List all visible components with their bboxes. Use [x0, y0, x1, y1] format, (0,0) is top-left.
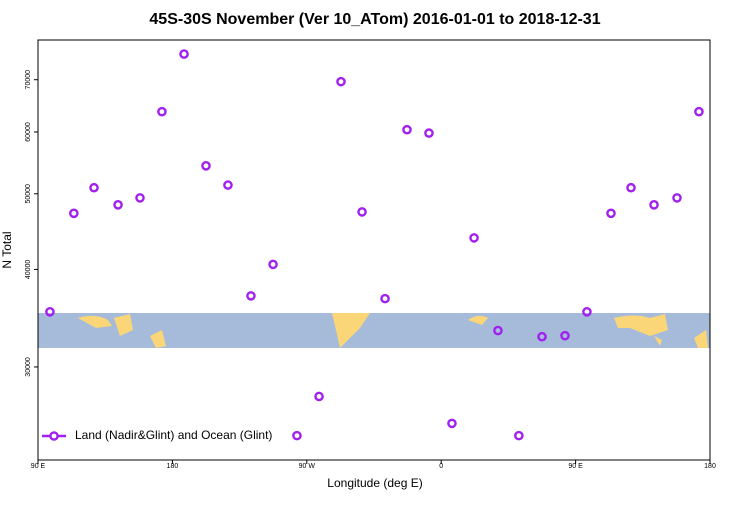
x-axis-label: Longitude (deg E) [327, 476, 422, 490]
point [157, 106, 167, 117]
point [380, 293, 390, 304]
map-strip [38, 313, 710, 348]
point [514, 430, 524, 441]
point [493, 325, 503, 336]
point [560, 330, 570, 341]
point [357, 207, 367, 217]
point [113, 200, 123, 210]
point [626, 182, 636, 193]
y-tick-label: 40000 [25, 260, 32, 280]
point [424, 128, 434, 138]
y-tick-label: 50000 [25, 184, 32, 204]
point [469, 233, 479, 243]
point [201, 161, 211, 171]
y-tick-label: 30000 [25, 357, 32, 377]
point [447, 418, 457, 429]
x-tick-label: 0 [439, 463, 443, 470]
plot-frame [37, 39, 711, 461]
legend-label: Land (Nadir&Glint) and Ocean (Glint) [75, 428, 272, 442]
legend-marker [49, 431, 59, 441]
point [314, 391, 324, 402]
y-tick-label: 60000 [25, 122, 32, 142]
chart-title: 45S-30S November (Ver 10_ATom) 2016-01-0… [149, 11, 600, 28]
point [179, 49, 189, 59]
x-tick-label: 180 [704, 463, 716, 470]
point [45, 307, 55, 317]
point [402, 124, 412, 135]
point [649, 200, 659, 210]
x-tick-label: 90 W [299, 463, 316, 470]
point [292, 430, 302, 441]
point [89, 182, 99, 193]
point [694, 106, 704, 117]
point [69, 208, 79, 219]
point [537, 331, 547, 342]
point [606, 208, 616, 219]
point [672, 193, 682, 203]
point [223, 180, 233, 190]
x-tick-label: 90 E [568, 463, 583, 470]
x-tick-label: 90 E [31, 463, 46, 470]
point [268, 259, 278, 270]
x-tick-label: 180 [167, 463, 179, 470]
point [582, 307, 592, 317]
point [336, 76, 346, 87]
y-axis-label: N Total [0, 231, 14, 268]
y-tick-label: 70000 [25, 70, 32, 90]
point [135, 193, 145, 203]
point [246, 291, 256, 301]
